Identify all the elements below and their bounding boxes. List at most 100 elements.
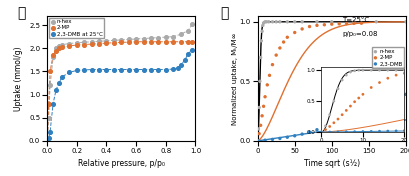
2,3-DMB at 25°C: [147, 68, 154, 71]
2,3-DMB: [254, 139, 260, 142]
2-MP: [272, 54, 279, 56]
n-hex: [257, 39, 264, 42]
2-MP: [276, 47, 283, 49]
n-hex: [96, 40, 102, 43]
n-hex: [45, 116, 52, 119]
n-hex: [257, 56, 263, 59]
2,3-DMB: [320, 126, 327, 128]
Text: p/p₀=0.08: p/p₀=0.08: [342, 31, 377, 37]
2-MP: [328, 23, 334, 26]
2-MP: [306, 25, 312, 28]
2,3-DMB at 25°C: [47, 130, 53, 133]
2,3-DMB: [335, 120, 342, 122]
2-MP: [162, 40, 169, 43]
2-MP: [110, 41, 117, 44]
n-hex: [147, 37, 154, 39]
Text: 가: 가: [18, 6, 26, 20]
n-hex: [73, 41, 80, 44]
Text: 나: 나: [220, 6, 228, 20]
2-MP: [269, 63, 275, 66]
n-hex: [283, 20, 290, 23]
2,3-DMB: [313, 128, 319, 131]
2,3-DMB: [357, 109, 364, 112]
n-hex: [291, 20, 297, 23]
2-MP: [169, 40, 176, 43]
Legend: n-hex, 2-MP, 2,3-DMB: n-hex, 2-MP, 2,3-DMB: [371, 48, 403, 68]
2,3-DMB at 25°C: [103, 68, 110, 71]
2-MP: [357, 22, 364, 25]
2-MP: [265, 74, 272, 77]
2-MP: [56, 47, 62, 50]
2,3-DMB at 25°C: [53, 89, 59, 91]
2-MP: [184, 40, 191, 43]
n-hex: [177, 33, 183, 36]
2,3-DMB at 25°C: [133, 68, 139, 71]
2-MP: [342, 22, 349, 25]
n-hex: [265, 20, 272, 23]
n-hex: [372, 20, 379, 23]
n-hex: [81, 41, 87, 44]
2-MP: [254, 139, 260, 142]
Y-axis label: Uptake (mmol/g): Uptake (mmol/g): [14, 46, 23, 111]
2-MP: [125, 41, 132, 44]
2-MP: [81, 43, 87, 46]
2,3-DMB at 25°C: [118, 68, 124, 71]
X-axis label: Time sqrt (s½): Time sqrt (s½): [303, 159, 359, 168]
2,3-DMB at 25°C: [177, 64, 183, 67]
n-hex: [162, 36, 169, 39]
2,3-DMB: [269, 138, 275, 141]
n-hex: [298, 20, 305, 23]
2,3-DMB: [372, 102, 379, 105]
2-MP: [189, 40, 195, 43]
2-MP: [58, 46, 65, 49]
2-MP: [335, 22, 342, 25]
2-MP: [88, 43, 94, 45]
n-hex: [402, 20, 408, 23]
n-hex: [259, 24, 265, 27]
2-MP: [147, 40, 154, 43]
2,3-DMB at 25°C: [155, 68, 161, 71]
2-MP: [118, 41, 124, 44]
2-MP: [53, 49, 59, 52]
n-hex: [276, 20, 283, 23]
n-hex: [118, 39, 124, 41]
2-MP: [313, 24, 319, 27]
n-hex: [66, 42, 72, 45]
2-MP: [280, 41, 286, 43]
2-MP: [45, 102, 52, 105]
2-MP: [298, 27, 305, 30]
n-hex: [254, 127, 261, 130]
2-MP: [283, 36, 290, 39]
2,3-DMB at 25°C: [189, 48, 195, 51]
2-MP: [155, 40, 161, 43]
2,3-DMB at 25°C: [73, 69, 80, 72]
2-MP: [66, 45, 72, 47]
n-hex: [328, 20, 334, 23]
n-hex: [256, 80, 263, 83]
2,3-DMB at 25°C: [140, 68, 146, 71]
n-hex: [110, 39, 117, 42]
n-hex: [258, 30, 265, 33]
2-MP: [44, 139, 50, 142]
n-hex: [58, 43, 65, 46]
n-hex: [56, 45, 62, 47]
n-hex: [255, 106, 262, 109]
n-hex: [261, 20, 268, 23]
2-MP: [260, 105, 266, 108]
n-hex: [125, 38, 132, 41]
2-MP: [257, 124, 263, 127]
2,3-DMB at 25°C: [169, 68, 176, 70]
n-hex: [49, 56, 56, 59]
n-hex: [189, 23, 195, 26]
2-MP: [140, 40, 146, 43]
n-hex: [133, 37, 139, 40]
X-axis label: Relative pressure, p/p₀: Relative pressure, p/p₀: [78, 159, 164, 168]
n-hex: [169, 35, 176, 38]
n-hex: [140, 37, 146, 40]
2,3-DMB: [328, 123, 334, 125]
n-hex: [184, 29, 191, 32]
n-hex: [269, 20, 275, 23]
2,3-DMB at 25°C: [44, 139, 50, 142]
2,3-DMB: [342, 116, 349, 119]
Legend: n-hex, 2-MP, 2,3-DMB at 25°C: n-hex, 2-MP, 2,3-DMB at 25°C: [49, 17, 104, 38]
